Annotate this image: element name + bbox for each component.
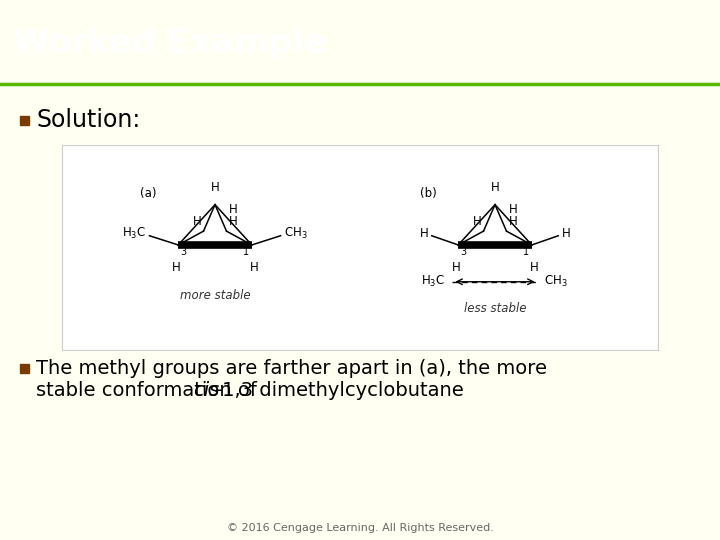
Text: stable conformation of: stable conformation of — [36, 381, 263, 400]
Text: H: H — [509, 215, 518, 228]
Text: 1: 1 — [243, 247, 250, 257]
Text: Worked Example: Worked Example — [13, 26, 327, 59]
Text: 3: 3 — [181, 247, 186, 257]
Bar — [20, 116, 29, 125]
Text: H: H — [490, 181, 500, 194]
Text: H: H — [472, 215, 481, 228]
Bar — [62, 145, 658, 350]
Text: CH$_3$: CH$_3$ — [544, 274, 568, 289]
Text: Solution:: Solution: — [36, 109, 140, 132]
Text: H$_3$C: H$_3$C — [122, 226, 146, 241]
Text: (a): (a) — [140, 187, 157, 200]
Text: H: H — [171, 261, 180, 274]
Text: H: H — [562, 227, 570, 240]
Text: H: H — [192, 215, 201, 228]
Text: H$_3$C: H$_3$C — [421, 274, 446, 289]
Text: © 2016 Cengage Learning. All Rights Reserved.: © 2016 Cengage Learning. All Rights Rese… — [227, 523, 493, 533]
Text: less stable: less stable — [464, 302, 526, 315]
Text: H: H — [530, 261, 539, 274]
Text: H: H — [211, 181, 220, 194]
Text: H: H — [509, 203, 518, 216]
Text: H: H — [229, 203, 238, 216]
Text: (b): (b) — [420, 187, 437, 200]
Text: 1: 1 — [523, 247, 529, 257]
Text: 3: 3 — [461, 247, 467, 257]
Text: cis: cis — [193, 381, 220, 400]
Text: H: H — [250, 261, 258, 274]
Text: H: H — [229, 215, 238, 228]
Text: -1,3 dimethylcyclobutane: -1,3 dimethylcyclobutane — [215, 381, 464, 400]
Text: H: H — [451, 261, 460, 274]
Text: The methyl groups are farther apart in (a), the more: The methyl groups are farther apart in (… — [36, 359, 547, 378]
Text: H: H — [420, 227, 428, 240]
Bar — [20, 364, 29, 373]
Text: more stable: more stable — [180, 289, 251, 302]
Text: CH$_3$: CH$_3$ — [284, 226, 307, 241]
